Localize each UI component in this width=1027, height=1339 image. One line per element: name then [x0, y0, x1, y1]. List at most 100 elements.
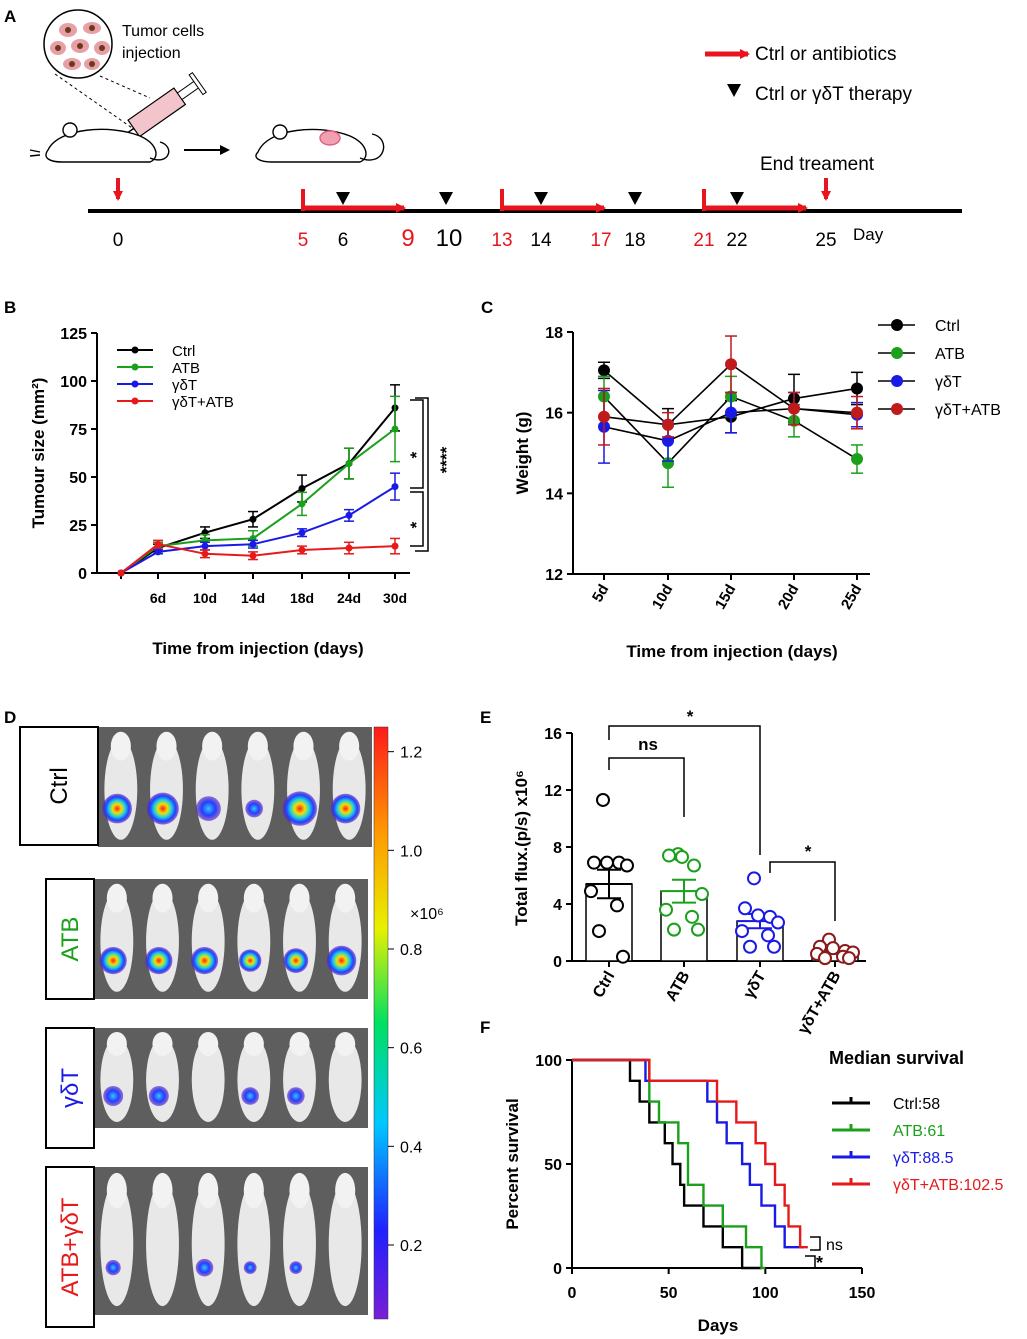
luminescence-signal	[238, 949, 262, 972]
y-tick-label: 25	[69, 518, 87, 535]
luminescence-signal	[241, 1087, 259, 1105]
therapy-arrowhead	[730, 192, 744, 205]
panel-label-d: D	[4, 708, 16, 727]
mouse-body	[328, 1038, 362, 1122]
colorbar-tick-label: 1.2	[400, 745, 422, 762]
y-tick-label: 0	[553, 1261, 562, 1278]
mouse-image	[328, 1032, 362, 1122]
data-point	[743, 939, 757, 954]
bioluminescence-imaging: Ctrl ATB γδT ATB+γδT 1.2 1.0 0.8 0.6 0.4 0.2 ×10⁶	[19, 726, 444, 1328]
colorbar-tick-label: 0.4	[400, 1139, 422, 1156]
group-label: γδT	[57, 1068, 84, 1108]
x-tick-label: γδT+ATB	[795, 969, 844, 1038]
y-tick-label: 50	[69, 470, 87, 487]
timeline-day-label: 10	[436, 225, 463, 252]
data-point	[662, 457, 674, 470]
significance-bracket	[608, 757, 685, 817]
mouse-head	[289, 1032, 310, 1056]
colorbar-tick-label: 0.6	[400, 1041, 422, 1058]
y-tick-label: 100	[535, 1053, 562, 1070]
mouse-head	[106, 1172, 127, 1209]
syringe-icon	[118, 71, 207, 140]
data-point	[767, 939, 781, 954]
data-point	[695, 887, 709, 902]
panel-label-e: E	[480, 708, 491, 727]
x-axis-title: Time from injection (days)	[152, 639, 363, 658]
x-axis-title: Time from injection (days)	[626, 642, 837, 661]
data-point	[685, 909, 699, 924]
significance-bracket	[608, 725, 761, 855]
mouse-head	[335, 883, 356, 913]
injection-label: Tumor cells injection	[122, 23, 209, 62]
imaging-group-Ctrl: Ctrl	[19, 726, 372, 847]
legend-label: Ctrl:58	[893, 1096, 940, 1113]
y-tick-label: 0	[78, 566, 87, 583]
significance-label: *	[407, 451, 426, 458]
data-point	[747, 871, 761, 886]
mouse-image	[99, 883, 134, 992]
mouse-head	[202, 731, 223, 761]
mouse-image	[282, 731, 320, 840]
survival-curve	[572, 1058, 804, 1249]
mouse-head	[335, 1032, 356, 1056]
data-point	[725, 406, 737, 419]
data-point	[598, 410, 610, 423]
data-point	[751, 908, 765, 923]
x-tick-label: 50	[660, 1285, 678, 1302]
colorbar-tick-label: 0.2	[400, 1238, 422, 1255]
imaging-panel	[94, 1028, 368, 1128]
therapy-arrowhead	[336, 192, 350, 205]
panel-label-f: F	[480, 1018, 490, 1037]
mouse-icon	[29, 122, 170, 163]
data-point	[596, 792, 610, 807]
mouse-with-tumor-icon	[255, 124, 385, 163]
legend-label: γδT	[172, 377, 197, 394]
data-point	[345, 511, 353, 519]
data-point	[298, 485, 306, 493]
legend-label: γδT+ATB	[935, 402, 1001, 419]
mouse-body	[328, 1181, 362, 1307]
data-point	[761, 928, 775, 943]
legend-label: γδT+ATB	[172, 394, 234, 411]
panel-label-c: C	[481, 298, 493, 317]
legend-marker	[891, 347, 903, 359]
bar-group-γδT	[735, 871, 785, 962]
imaging-group-ATB: ATB	[45, 878, 368, 1000]
x-tick-label: ATB	[663, 969, 694, 1005]
x-tick-label: 30d	[383, 590, 407, 606]
data-point	[600, 855, 614, 870]
y-tick-label: 16	[544, 726, 562, 743]
mouse-image	[100, 1172, 134, 1307]
timeline-day-label: 6	[338, 230, 349, 251]
mouse-head	[156, 731, 177, 761]
bar-group-ATB	[659, 847, 709, 962]
y-tick-label: 100	[60, 374, 87, 391]
mouse-image	[237, 1032, 271, 1122]
data-point	[298, 500, 306, 508]
x-axis-title: Days	[698, 1316, 739, 1335]
mouse-image	[191, 1032, 225, 1122]
luminescence-signal	[245, 799, 263, 818]
group-label-box	[45, 878, 95, 1000]
legend-marker	[131, 363, 139, 371]
panel-label-b: B	[4, 298, 16, 317]
legend-label: γδT	[935, 374, 962, 391]
data-point	[687, 858, 701, 873]
mouse-image	[326, 883, 362, 992]
data-point	[249, 540, 257, 548]
mouse-body	[191, 1038, 225, 1122]
data-point	[201, 542, 209, 550]
mouse-head	[152, 1032, 173, 1056]
x-tick-label: 14d	[241, 590, 265, 606]
data-point	[584, 884, 598, 899]
legend-label: ATB:61	[893, 1123, 945, 1140]
mouse-image	[237, 1172, 271, 1307]
luminescence-signal	[103, 1086, 124, 1106]
treatment-schematic: Tumor cells injection Ctrl or antibiotic…	[29, 9, 962, 252]
x-tick-label: 10d	[649, 582, 677, 613]
x-tick-label: 10d	[193, 590, 217, 606]
mouse-head	[335, 1172, 356, 1209]
group-label-box	[45, 1166, 95, 1328]
data-point	[391, 483, 399, 491]
group-label: ATB	[57, 917, 84, 962]
